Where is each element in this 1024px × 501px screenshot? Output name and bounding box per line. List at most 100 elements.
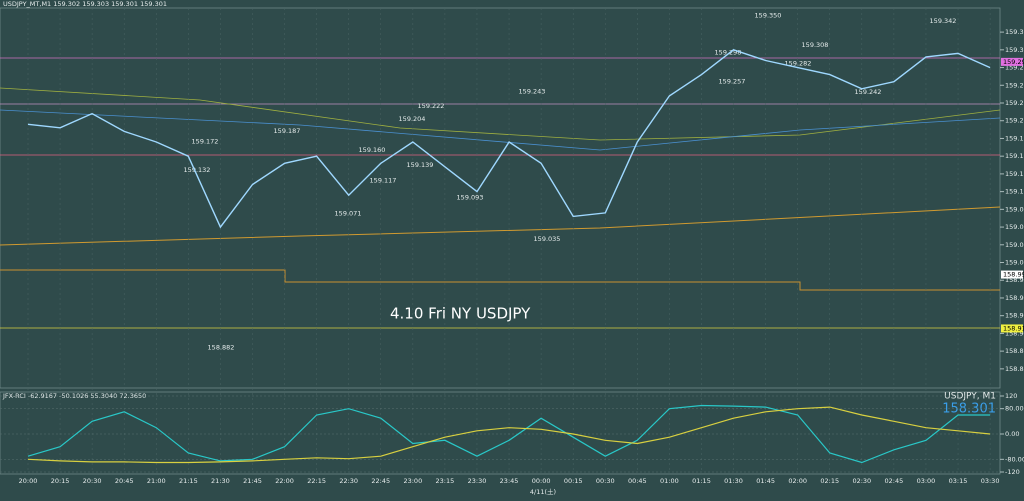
x-tick-label: 01:30 — [724, 477, 743, 485]
channel-line — [0, 269, 1000, 291]
x-tick-label: 02:15 — [820, 477, 839, 485]
price-tag — [1001, 57, 1023, 66]
price-annotation: 158.882 — [208, 343, 235, 351]
main-frame — [0, 7, 1001, 389]
x-tick-label: 21:15 — [179, 477, 198, 485]
x-tick-label: 23:00 — [403, 477, 422, 485]
price-tag — [1001, 270, 1023, 279]
price-tag-label: 158.993 — [1003, 271, 1024, 279]
x-tick-label: 23:15 — [436, 477, 455, 485]
x-tick-label: 01:00 — [660, 477, 679, 485]
x-tick-label: 21:30 — [211, 477, 230, 485]
price-annotation: 159.257 — [719, 77, 746, 85]
y-tick-label: 120 — [1005, 392, 1017, 400]
x-tick-label: 22:00 — [275, 477, 294, 485]
x-tick-label: 20:00 — [19, 477, 38, 485]
y-tick-label: 159.160 — [1005, 152, 1024, 160]
y-tick-label: 158.910 — [1005, 329, 1024, 337]
x-tick-label: 03:30 — [981, 477, 1000, 485]
x-tick-label: 00:15 — [564, 477, 583, 485]
series-line — [27, 406, 991, 464]
indicator-symbol: USDJPY, M1 — [944, 392, 996, 402]
x-tick-label: 23:30 — [468, 477, 487, 485]
y-tick-label: 159.335 — [1005, 28, 1024, 36]
chart-subtitle: 4.10 Fri NY USDJPY — [390, 305, 531, 323]
x-tick-label: 21:00 — [147, 477, 166, 485]
price-annotation: 159.117 — [370, 177, 397, 185]
y-tick-label: 159.310 — [1005, 46, 1024, 54]
price-annotation: 159.298 — [715, 48, 742, 56]
x-tick-label: 23:45 — [500, 477, 519, 485]
y-tick-label: 159.110 — [1005, 188, 1024, 196]
x-tick-label: 01:45 — [756, 477, 775, 485]
y-tick-label: 159.185 — [1005, 134, 1024, 142]
price-annotation: 159.160 — [359, 146, 386, 154]
y-tick-label: 159.235 — [1005, 99, 1024, 107]
x-tick-label: 00:00 — [532, 477, 551, 485]
price-annotation: 159.132 — [184, 166, 211, 174]
x-tick-label: 03:00 — [917, 477, 936, 485]
price-annotation: 159.139 — [407, 161, 434, 169]
y-tick-label: 158.860 — [1005, 365, 1024, 373]
series-line — [27, 404, 991, 464]
y-tick-label: 158.985 — [1005, 276, 1024, 284]
y-tick-label: 158.885 — [1005, 347, 1024, 355]
price-annotation: 159.187 — [274, 127, 301, 135]
x-tick-label: 22:30 — [339, 477, 358, 485]
price-annotation: 159.242 — [855, 88, 882, 96]
x-tick-label: 00:45 — [628, 477, 647, 485]
chart-title: USDJPY_MT,M1 159.302 159.303 159.301 159… — [3, 0, 167, 8]
x-tick-label: 03:15 — [949, 477, 968, 485]
series-line — [27, 49, 991, 229]
price-tag — [1001, 324, 1023, 333]
y-tick-label: 159.010 — [1005, 259, 1024, 267]
x-tick-label: 20:45 — [115, 477, 134, 485]
y-tick-label: 0.00 — [1005, 430, 1019, 438]
price-annotation: 159.071 — [335, 209, 362, 217]
x-tick-label: 20:15 — [51, 477, 70, 485]
x-tick-label: 02:30 — [852, 477, 871, 485]
x-tick-label: 02:45 — [885, 477, 904, 485]
y-tick-label: 159.210 — [1005, 117, 1024, 125]
price-annotation: 159.093 — [457, 194, 484, 202]
y-tick-label: 159.060 — [1005, 223, 1024, 231]
x-tick-label: 22:45 — [371, 477, 390, 485]
price-annotation: 159.308 — [802, 41, 829, 49]
y-tick-label: 159.260 — [1005, 81, 1024, 89]
price-annotation: 159.350 — [755, 11, 782, 19]
moving-average — [0, 109, 1001, 151]
price-annotation: 159.204 — [399, 115, 426, 123]
y-tick-label: 159.085 — [1005, 205, 1024, 213]
moving-average — [0, 87, 1001, 141]
x-tick-label: 01:15 — [692, 477, 711, 485]
price-annotation: 159.172 — [192, 138, 219, 146]
y-tick-label: 159.035 — [1005, 241, 1024, 249]
y-tick-label: 159.285 — [1005, 64, 1024, 72]
price-annotation: 159.222 — [418, 102, 445, 110]
y-tick-label: 159.135 — [1005, 170, 1024, 178]
date-label: 4/11(土) — [530, 487, 556, 496]
price-annotation: 159.035 — [534, 235, 561, 243]
indicator-price: 158.301 — [942, 402, 996, 417]
sub-frame — [0, 391, 1001, 475]
price-annotation: 159.282 — [785, 60, 812, 68]
x-tick-label: 02:00 — [788, 477, 807, 485]
y-tick-label: -120 — [1005, 468, 1020, 476]
x-tick-label: 20:30 — [83, 477, 102, 485]
moving-average — [0, 206, 1001, 246]
indicator-title: JFX-RCI -62.9167 -50.1026 55.3040 72.365… — [2, 392, 146, 400]
price-tag-label: 158.917 — [1003, 324, 1024, 332]
y-tick-label: 158.935 — [1005, 312, 1024, 320]
x-tick-label: 22:15 — [307, 477, 326, 485]
x-tick-label: 00:30 — [596, 477, 615, 485]
price-tag-label: 159.293 — [1003, 58, 1024, 66]
x-tick-label: 21:45 — [243, 477, 262, 485]
price-annotation: 159.243 — [519, 87, 546, 95]
y-tick-label: 158.960 — [1005, 294, 1024, 302]
price-annotation: 159.342 — [930, 17, 957, 25]
